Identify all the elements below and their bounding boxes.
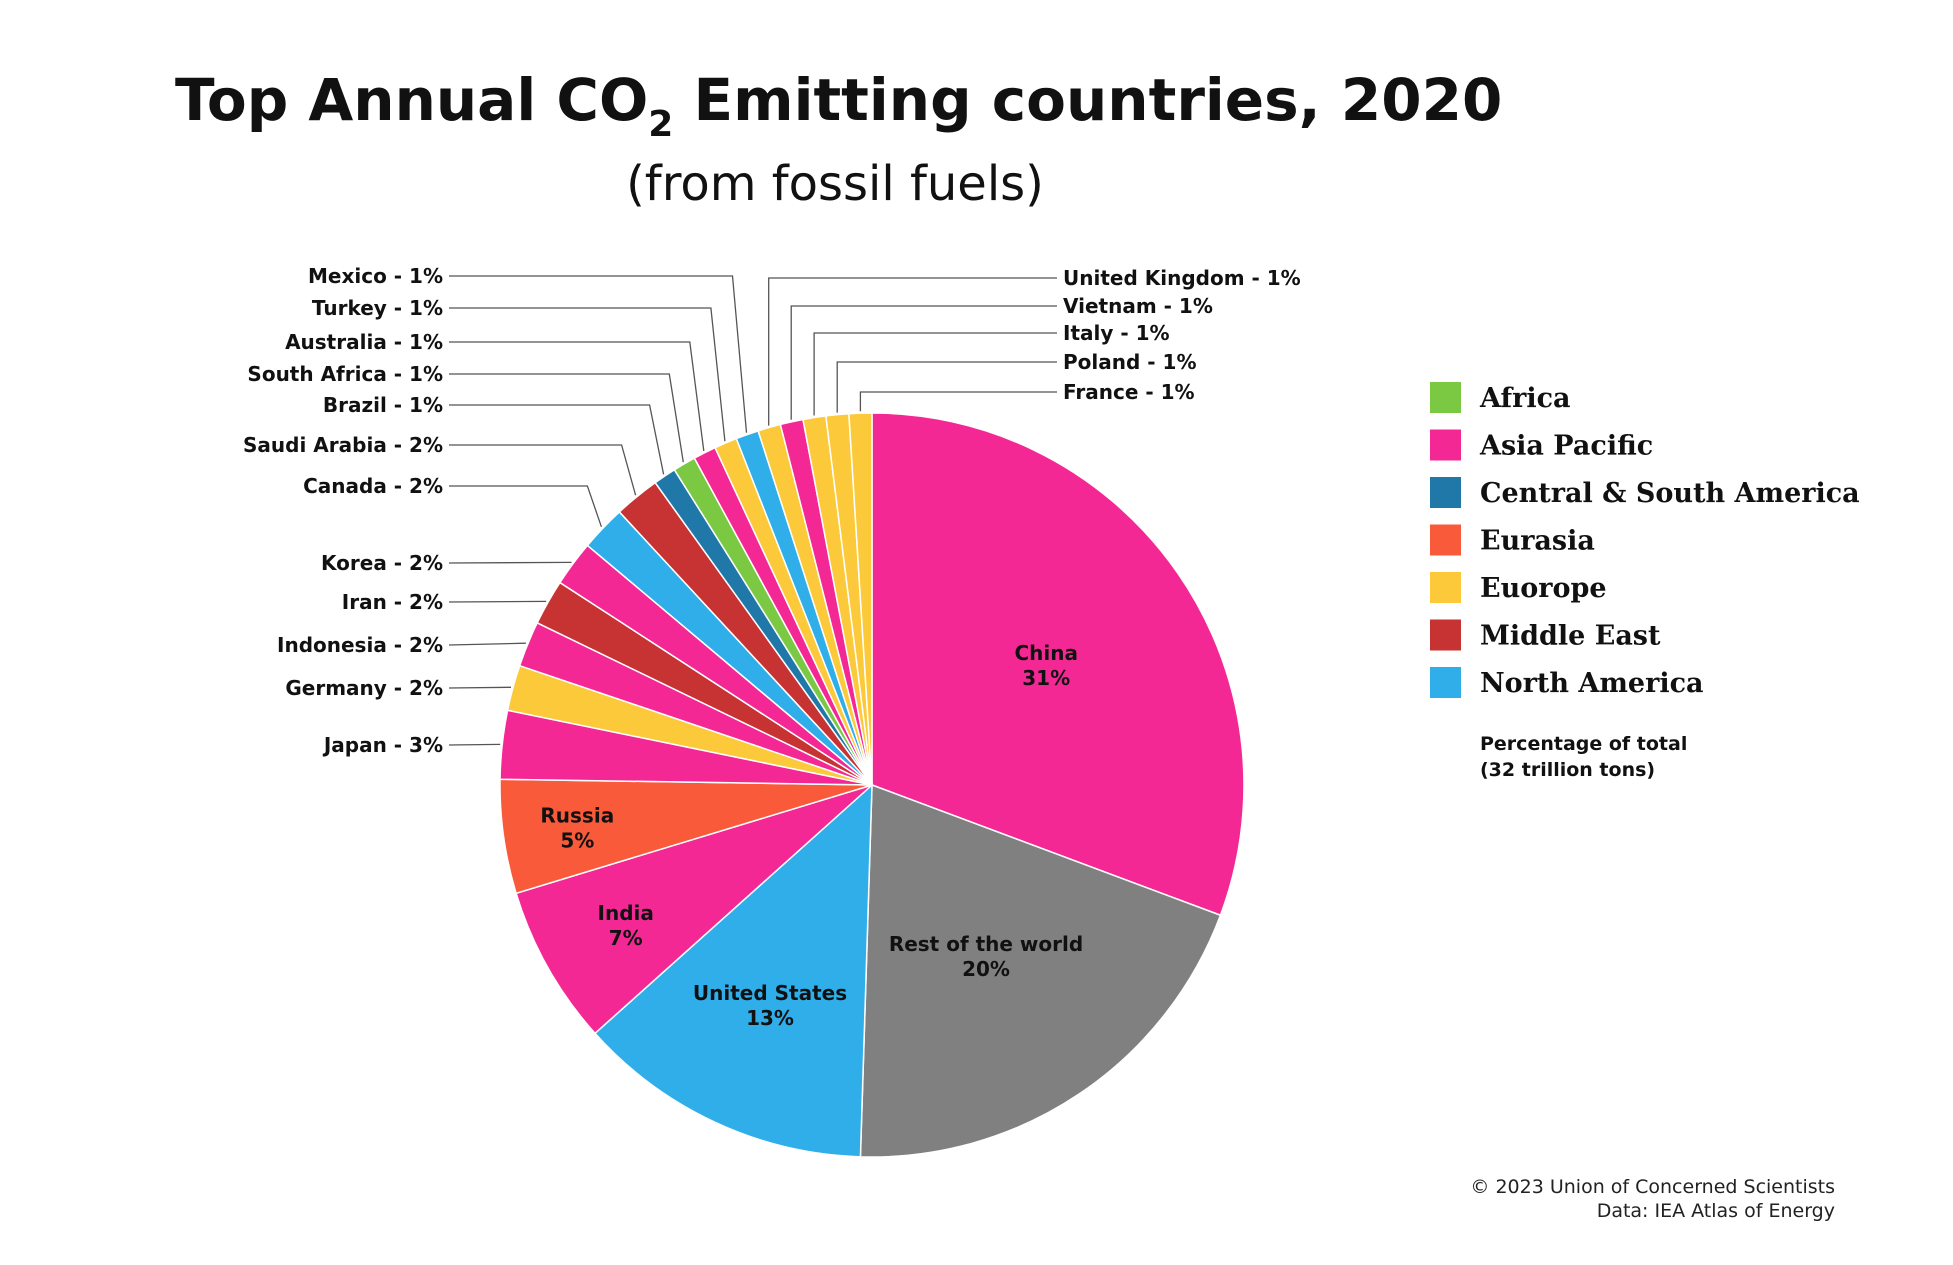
- title-main: Top Annual CO: [175, 66, 648, 134]
- label-mexico: Mexico - 1%: [308, 264, 443, 288]
- chart-title: Top Annual CO2 Emitting countries, 2020: [175, 66, 1502, 145]
- legend-note-line1: Percentage of total: [1480, 733, 1687, 755]
- data-source-credit: Data: IEA Atlas of Energy: [1597, 1200, 1835, 1222]
- legend-note-line2: (32 trillion tons): [1480, 759, 1655, 781]
- label-saudi-arabia: Saudi Arabia - 2%: [243, 433, 443, 457]
- label-australia: Australia - 1%: [285, 330, 443, 354]
- label-germany: Germany - 2%: [285, 676, 443, 700]
- label-rest-of-the-world-value: 20%: [962, 957, 1010, 981]
- legend-label-middle-east: Middle East: [1480, 621, 1661, 652]
- label-vietnam: Vietnam - 1%: [1063, 294, 1213, 318]
- label-russia-value: 5%: [560, 829, 594, 853]
- pie-slices: [499, 412, 1245, 1158]
- legend-label-asia-pacific: Asia Pacific: [1479, 431, 1653, 462]
- leader-vietnam: [790, 305, 1057, 420]
- label-china-value: 31%: [1022, 666, 1070, 690]
- label-india-value: 7%: [609, 926, 643, 950]
- slice-united-states: [593, 783, 873, 1158]
- slice-china: [871, 412, 1245, 917]
- leader-germany: [448, 686, 512, 689]
- legend-label-eurasia: Eurasia: [1480, 526, 1595, 557]
- legend-swatch-central-south-america: [1430, 477, 1461, 508]
- slice-rest-of-the-world: [859, 783, 1222, 1158]
- legend-swatch-euorope: [1430, 572, 1461, 603]
- leader-iran: [448, 600, 547, 603]
- label-france: France - 1%: [1063, 380, 1195, 404]
- legend-swatch-north-america: [1430, 667, 1461, 698]
- leader-brazil: [449, 404, 665, 475]
- legend-swatch-middle-east: [1430, 619, 1461, 651]
- legend-swatch-africa: [1430, 382, 1461, 413]
- label-united-states-value: 13%: [746, 1006, 794, 1030]
- label-korea: Korea - 2%: [321, 551, 443, 575]
- label-iran: Iran - 2%: [342, 590, 443, 614]
- leader-poland: [836, 361, 1057, 413]
- label-poland: Poland - 1%: [1063, 350, 1197, 374]
- leader-united-kingdom: [768, 277, 1057, 426]
- leader-japan: [448, 743, 501, 746]
- legend: Africa Asia Pacific Central & South Americ…: [1430, 382, 1860, 699]
- label-canada: Canada - 2%: [303, 474, 443, 498]
- leader-korea: [448, 561, 572, 564]
- label-japan: Japan - 3%: [322, 733, 443, 757]
- leader-canada: [449, 485, 603, 528]
- label-indonesia: Indonesia - 2%: [277, 633, 443, 657]
- slice-france: [848, 412, 873, 786]
- title-rest: Emitting countries, 2020: [673, 66, 1502, 134]
- copyright-credit: © 2023 Union of Concerned Scientists: [1470, 1176, 1835, 1198]
- legend-swatch-eurasia: [1430, 524, 1461, 556]
- leader-indonesia: [448, 642, 526, 646]
- label-turkey: Turkey - 1%: [312, 296, 443, 320]
- leader-lines: [448, 275, 1057, 746]
- leader-turkey: [449, 307, 726, 442]
- label-united-kingdom: United Kingdom - 1%: [1063, 266, 1301, 290]
- label-italy: Italy - 1%: [1063, 321, 1170, 345]
- legend-swatch-asia-pacific: [1430, 429, 1461, 461]
- label-china-name: China: [1014, 641, 1078, 665]
- leader-italy: [813, 332, 1057, 416]
- label-rest-of-the-world-name: Rest of the world: [889, 932, 1083, 956]
- leader-mexico: [449, 275, 748, 433]
- leader-saudi-arabia: [449, 444, 637, 496]
- legend-label-north-america: North America: [1480, 668, 1704, 699]
- chart-subtitle: (from fossil fuels): [626, 156, 1044, 212]
- leader-south-africa: [449, 373, 684, 463]
- label-russia-name: Russia: [540, 804, 614, 828]
- slice-india: [515, 784, 873, 1035]
- leader-france: [859, 391, 1057, 412]
- label-united-states-name: United States: [693, 981, 847, 1005]
- legend-label-euorope: Euorope: [1480, 573, 1607, 604]
- legend-label-central-south-america: Central & South America: [1480, 478, 1860, 509]
- legend-label-africa: Africa: [1479, 383, 1571, 414]
- leader-australia: [449, 341, 705, 452]
- label-south-africa: South Africa - 1%: [247, 362, 443, 386]
- label-brazil: Brazil - 1%: [323, 393, 443, 417]
- label-india-name: India: [598, 901, 654, 925]
- title-subscript: 2: [648, 104, 673, 145]
